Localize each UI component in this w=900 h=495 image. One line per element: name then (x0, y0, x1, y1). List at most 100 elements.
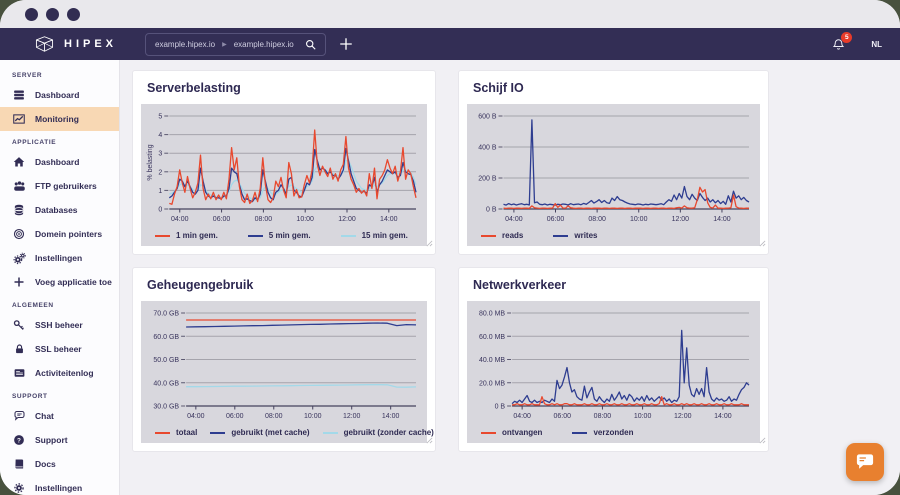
svg-text:0 B: 0 B (486, 207, 497, 214)
chart-legend: reads writes (471, 226, 756, 244)
legend-item-gebruikt-zonder-cache-[interactable]: gebruikt (zonder cache) (322, 428, 434, 437)
notifications-button[interactable]: 5 (832, 31, 853, 51)
svg-text:04:00: 04:00 (187, 413, 205, 420)
sidebar-item-ssl-beheer[interactable]: SSL beheer (0, 337, 119, 361)
resize-handle-icon[interactable] (426, 431, 433, 449)
svg-text:600 B: 600 B (478, 114, 497, 121)
legend-item-gebruikt-met-cache-[interactable]: gebruikt (met cache) (210, 428, 310, 437)
sidebar-item-docs[interactable]: Docs (0, 452, 119, 476)
window-control-dot[interactable] (46, 7, 59, 21)
legend-label: writes (574, 231, 598, 240)
svg-text:2: 2 (158, 169, 162, 176)
lock-icon (12, 343, 26, 356)
svg-text:5: 5 (158, 114, 162, 121)
sidebar-item-label: Support (35, 435, 68, 445)
svg-text:14:00: 14:00 (382, 413, 400, 420)
sidebar-item-label: Domein pointers (35, 229, 103, 239)
search-icon[interactable] (305, 39, 316, 50)
sidebar-section-applicatie: APPLICATIE (12, 139, 57, 146)
legend-item-reads[interactable]: reads (481, 231, 523, 240)
svg-text:14:00: 14:00 (713, 216, 731, 223)
svg-text:10:00: 10:00 (296, 216, 314, 223)
add-button[interactable] (339, 37, 353, 51)
svg-text:10:00: 10:00 (630, 216, 648, 223)
hipex-box-icon (34, 35, 55, 53)
sidebar-item-support[interactable]: ? Support (0, 428, 119, 452)
legend-item-verzonden[interactable]: verzonden (572, 428, 633, 437)
gears-icon (12, 252, 26, 265)
legend-item-15-min-gem-[interactable]: 15 min gem. (340, 231, 408, 240)
chat-widget-button[interactable] (846, 443, 884, 481)
sidebar-item-activiteitenlog[interactable]: Activiteitenlog (0, 361, 119, 385)
breadcrumb-app[interactable]: example.hipex.io (233, 39, 294, 49)
resize-handle-icon[interactable] (426, 234, 433, 252)
sidebar-item-label: Monitoring (35, 114, 79, 124)
card-schijf-io: Schijf IO 0 B 200 B 400 B 600 B 04:00 06:00 08… (458, 70, 769, 255)
breadcrumb[interactable]: example.hipex.io ▶ example.hipex.io (145, 32, 326, 56)
sidebar-item-dashboard[interactable]: Dashboard (0, 83, 119, 107)
svg-text:06:00: 06:00 (213, 216, 231, 223)
sidebar-item-monitoring[interactable]: Monitoring (0, 107, 119, 131)
brand-name: HIPEX (64, 38, 118, 50)
sidebar-item-chat[interactable]: Chat (0, 404, 119, 428)
sidebar-item-label: Chat (35, 411, 54, 421)
legend-item-1-min-gem-[interactable]: 1 min gem. (155, 231, 218, 240)
svg-text:04:00: 04:00 (513, 413, 531, 420)
sidebar-item-label: Docs (35, 459, 56, 469)
resize-handle-icon[interactable] (759, 234, 766, 252)
svg-text:12:00: 12:00 (672, 216, 690, 223)
resize-handle-icon[interactable] (759, 431, 766, 449)
svg-text:400 B: 400 B (478, 145, 497, 152)
breadcrumb-site[interactable]: example.hipex.io (155, 39, 216, 49)
window-control-dot[interactable] (25, 7, 38, 21)
chart-icon (12, 113, 26, 126)
legend-item-writes[interactable]: writes (553, 231, 597, 240)
card-netwerkverkeer: Netwerkverkeer 0 B 20.0 MB 40.0 MB 60.0 MB 8… (458, 267, 769, 452)
sidebar-item-label: Activiteitenlog (35, 368, 94, 378)
svg-text:08:00: 08:00 (588, 216, 606, 223)
sidebar-item-instellingen[interactable]: Instellingen (0, 246, 119, 270)
svg-text:70.0 GB: 70.0 GB (153, 311, 179, 318)
legend-item-5-min-gem-[interactable]: 5 min gem. (247, 231, 311, 240)
book-icon (12, 458, 26, 471)
svg-text:60.0 GB: 60.0 GB (153, 334, 179, 341)
database-icon (12, 204, 26, 217)
svg-text:200 B: 200 B (478, 176, 497, 183)
sidebar-item-ssh-beheer[interactable]: SSH beheer (0, 313, 119, 337)
chart-panel: 0 B 20.0 MB 40.0 MB 60.0 MB 80.0 MB 04:00 06:0… (467, 301, 760, 443)
sidebar-item-domein-pointers[interactable]: Domein pointers (0, 222, 119, 246)
chart-plot: 0 1 2 3 4 5 04:00 06:00 08:00 10:00 12:00 14:00 % be… (145, 108, 423, 226)
legend-item-ontvangen[interactable]: ontvangen (481, 428, 542, 437)
sidebar-section-server: SERVER (12, 72, 43, 79)
sidebar-item-voeg-applicatie-toe[interactable]: Voeg applicatie toe (0, 270, 119, 294)
language-selector[interactable]: NL (871, 39, 882, 49)
svg-text:30.0 GB: 30.0 GB (153, 404, 179, 411)
chart-panel: 0 1 2 3 4 5 04:00 06:00 08:00 10:00 12:00 14:00 % be… (141, 104, 427, 246)
top-navigation-bar: HIPEX example.hipex.io ▶ example.hipex.i… (0, 28, 900, 60)
legend-color-dash (553, 234, 569, 237)
svg-text:12:00: 12:00 (343, 413, 361, 420)
card-serverbelasting: Serverbelasting 0 1 2 3 4 5 04:00 06:00 08:00 10:… (132, 70, 436, 255)
sidebar-section-algemeen: ALGEMEEN (12, 302, 54, 309)
svg-text:40.0 MB: 40.0 MB (479, 357, 505, 364)
sidebar-item-label: Instellingen (35, 253, 83, 263)
sidebar-item-instellingen[interactable]: Instellingen (0, 476, 119, 495)
window-control-dot[interactable] (67, 7, 80, 21)
card-title: Schijf IO (473, 81, 524, 95)
legend-color-dash (340, 234, 356, 237)
legend-color-dash (247, 234, 263, 237)
legend-color-dash (155, 431, 170, 434)
card-title: Geheugengebruik (147, 278, 254, 292)
svg-text:08:00: 08:00 (594, 413, 612, 420)
sidebar-item-dashboard[interactable]: Dashboard (0, 150, 119, 174)
sidebar-item-databases[interactable]: Databases (0, 198, 119, 222)
brand-logo[interactable]: HIPEX (34, 35, 117, 53)
svg-text:10:00: 10:00 (304, 413, 322, 420)
chart-canvas: 0 B 20.0 MB 40.0 MB 60.0 MB 80.0 MB 04:00 06:0… (479, 311, 750, 420)
sidebar-item-ftp-gebruikers[interactable]: FTP gebruikers (0, 174, 119, 198)
sidebar-item-label: Dashboard (35, 90, 80, 100)
legend-item-totaal[interactable]: totaal (155, 428, 197, 437)
svg-text:14:00: 14:00 (380, 216, 398, 223)
notifications-count-badge: 5 (841, 31, 853, 43)
chart-canvas: 0 1 2 3 4 5 04:00 06:00 08:00 10:00 12:00 14:00 % be… (147, 114, 417, 223)
